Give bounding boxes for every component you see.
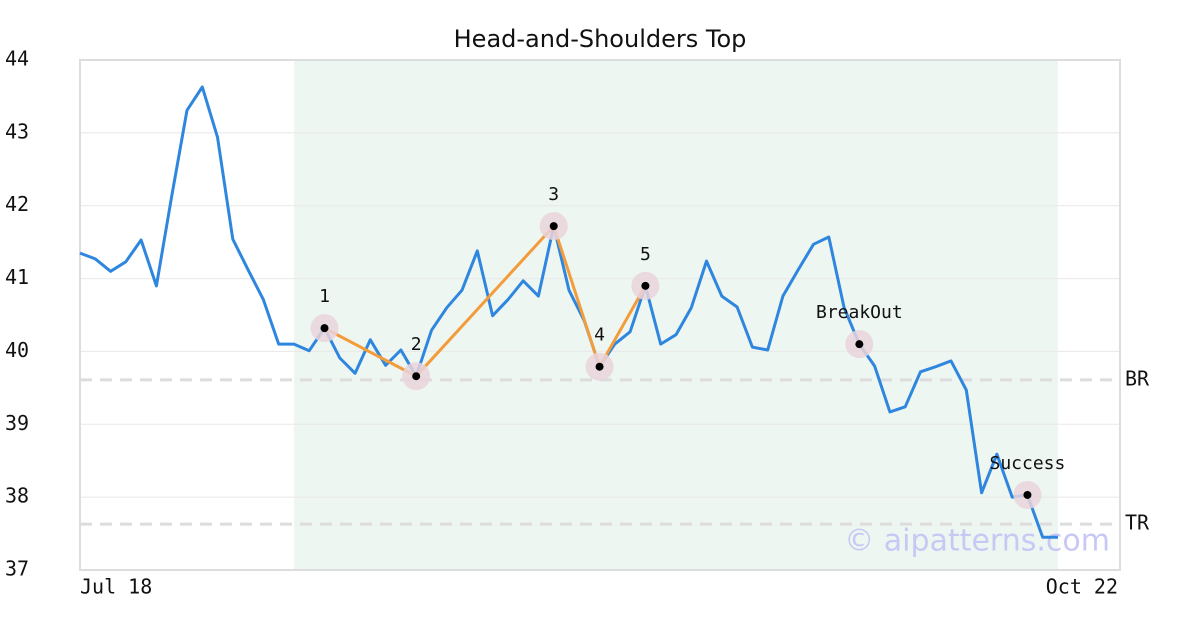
pattern-point-dot xyxy=(595,362,604,371)
pattern-point-label: 1 xyxy=(319,286,330,307)
level-label: TR xyxy=(1125,511,1150,535)
y-tick-label: 39 xyxy=(5,411,29,435)
pattern-point-dot xyxy=(549,222,558,231)
event-point-dot xyxy=(855,340,864,349)
watermark: © aipatterns.com xyxy=(844,524,1110,559)
pattern-point-dot xyxy=(412,372,421,381)
y-tick-label: 42 xyxy=(5,192,29,216)
pattern-region xyxy=(293,60,1058,570)
plot-frame xyxy=(79,59,1121,571)
x-tick-label: Jul 18 xyxy=(80,575,152,599)
event-point-label: Success xyxy=(990,453,1066,474)
pattern-point-label: 2 xyxy=(411,334,422,355)
y-tick-label: 44 xyxy=(5,47,29,71)
pattern-point-label: 5 xyxy=(640,244,651,265)
pattern-point-label: 3 xyxy=(548,184,559,205)
pattern-point-dot xyxy=(320,324,329,333)
y-tick-label: 37 xyxy=(5,557,29,581)
chart-title: Head-and-Shoulders Top xyxy=(454,25,747,53)
level-label: BR xyxy=(1125,366,1150,390)
event-point-dot xyxy=(1023,490,1032,499)
y-tick-label: 43 xyxy=(5,119,29,143)
y-tick-label: 40 xyxy=(5,338,29,362)
event-point-label: BreakOut xyxy=(816,302,903,323)
pattern-point-label: 4 xyxy=(594,325,605,346)
pattern-point-dot xyxy=(641,281,650,290)
price-line xyxy=(79,85,1058,539)
y-tick-label: 41 xyxy=(5,265,29,289)
y-tick-label: 38 xyxy=(5,484,29,508)
x-tick-label: Oct 22 xyxy=(1046,575,1118,599)
